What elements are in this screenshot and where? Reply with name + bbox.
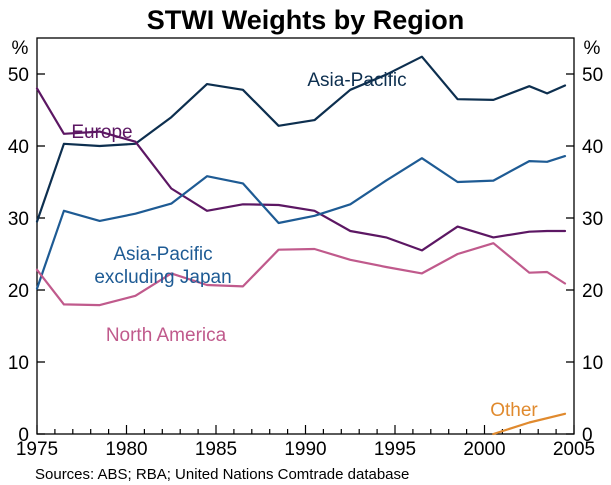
series-line-other [492, 412, 567, 436]
series-line-europe [35, 87, 567, 252]
label-asia-pacific-ex-japan-line1: Asia-Pacific [113, 244, 212, 265]
y-ticks-left: 0 10 20 30 40 50 [8, 65, 45, 446]
y-tick-label-left: 0 [18, 425, 29, 446]
y-axis-unit-left: % [12, 38, 29, 59]
x-tick-label: 1975 [16, 439, 58, 460]
y-tick-label-right: 40 [582, 137, 603, 158]
series-lines [35, 55, 567, 436]
series-line-asia_pacific_ex_japan [35, 155, 567, 290]
y-tick-label-right: 50 [582, 65, 603, 86]
label-europe: Europe [71, 122, 132, 143]
x-tick-label: 1995 [374, 439, 416, 460]
y-tick-label-left: 10 [8, 353, 29, 374]
series-line-asia_pacific [35, 55, 567, 223]
plot-frame [36, 37, 575, 435]
label-asia-pacific-ex-japan-line2: excluding Japan [94, 267, 231, 288]
chart-title: STWI Weights by Region [147, 5, 465, 35]
x-tick-label: 2005 [553, 439, 595, 460]
y-ticks-right: 0 10 20 30 40 50 [566, 65, 603, 446]
x-tick-label: 1980 [105, 439, 147, 460]
y-tick-label-right: 30 [582, 209, 603, 230]
y-tick-label-right: 10 [582, 353, 603, 374]
label-asia-pacific: Asia-Pacific [307, 70, 406, 91]
x-ticks: 1975 1980 1985 1990 1995 2000 2005 [16, 425, 595, 460]
x-tick-label: 1990 [284, 439, 326, 460]
source-note: Sources: ABS; RBA; United Nations Comtra… [35, 466, 409, 483]
y-tick-label-left: 40 [8, 137, 29, 158]
x-tick-label: 1985 [195, 439, 237, 460]
y-tick-label-right: 20 [582, 281, 603, 302]
y-tick-label-left: 30 [8, 209, 29, 230]
y-tick-label-left: 50 [8, 65, 29, 86]
x-tick-label: 2000 [463, 439, 505, 460]
y-axis-unit-right: % [584, 38, 601, 59]
series-line-north_america [35, 242, 567, 307]
y-tick-label-right: 0 [582, 425, 593, 446]
label-other: Other [490, 400, 538, 421]
label-north-america: North America [106, 325, 227, 346]
y-tick-label-left: 20 [8, 281, 29, 302]
